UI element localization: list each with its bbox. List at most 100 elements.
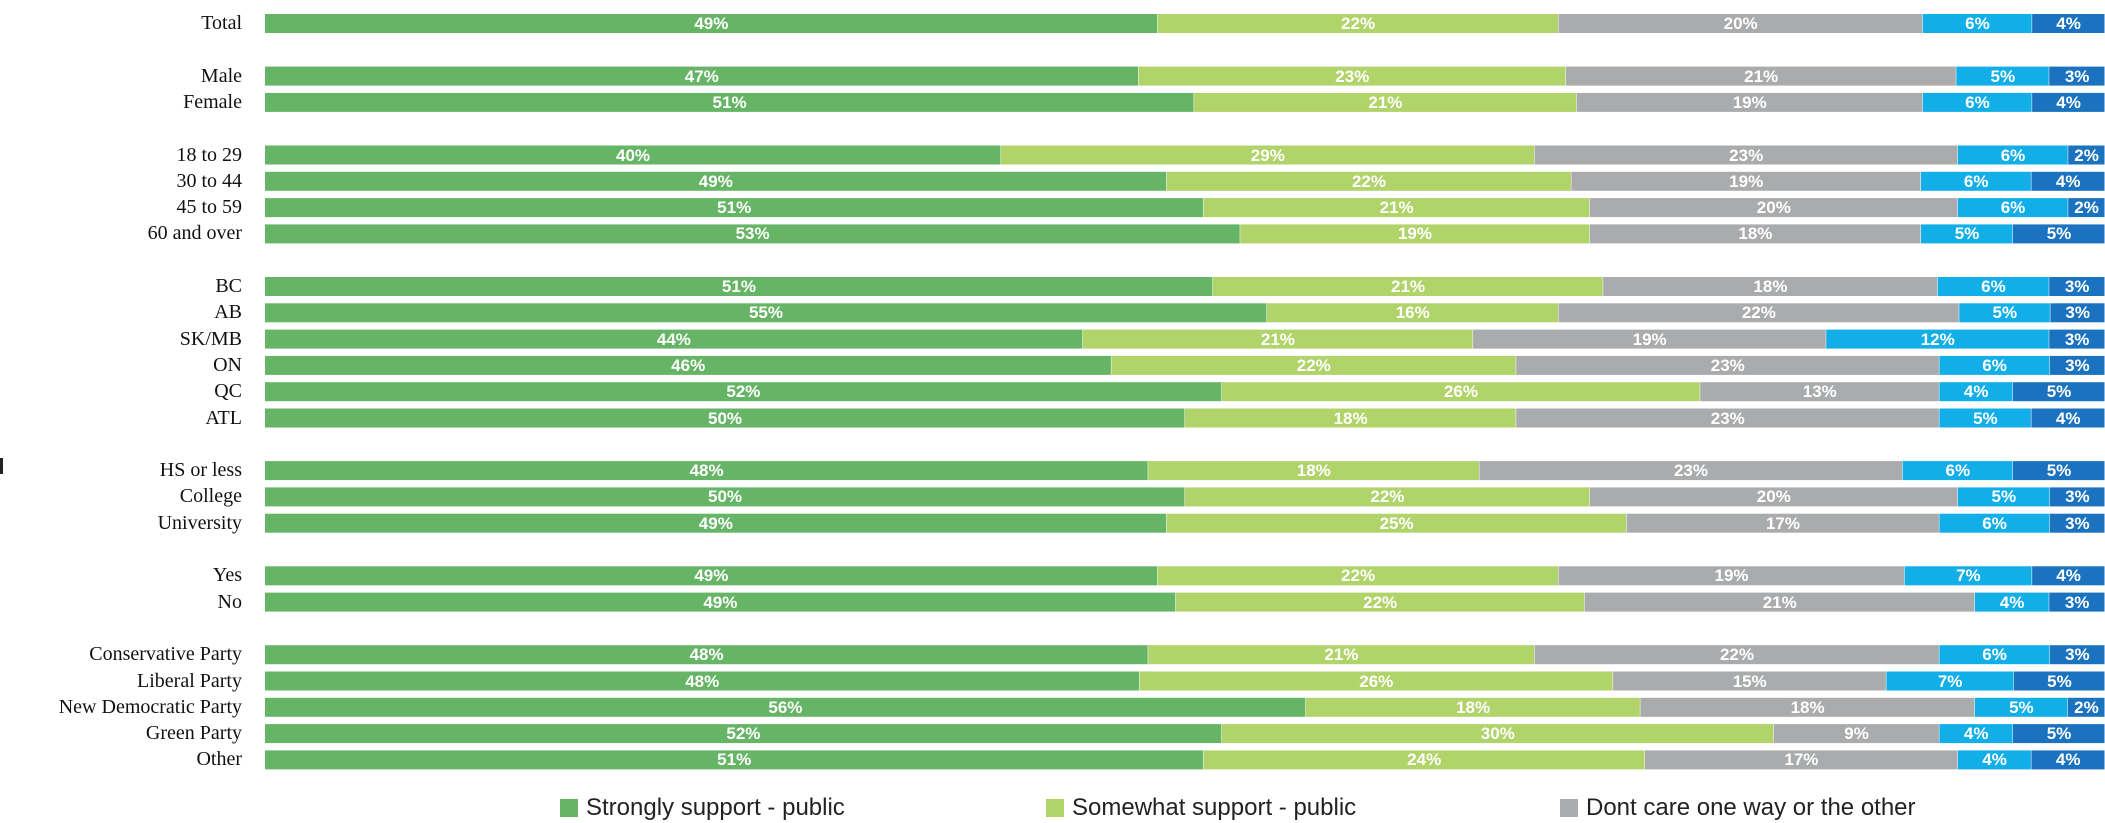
bar-segment [1175,592,1585,612]
segment-value-label: 5% [2009,697,2034,717]
bar-segment [1957,198,2068,218]
legend-item-somewhat-support: Somewhat support - public [1046,793,1356,823]
segment-value-label: 6% [1965,92,1990,112]
bar-segment [1534,645,1939,665]
segment-value-label: 21% [1379,198,1414,218]
bar-segment [1922,92,2032,112]
bar-segment [2013,224,2105,244]
category-label: Male [200,64,242,87]
segment-value-label: 7% [1937,671,1963,691]
segment-value-label: 7% [1956,566,1981,586]
segment-value-label: 9% [1844,724,1869,744]
segment-value-label: 49% [703,592,738,612]
segment-value-label: 4% [1963,382,1989,402]
bar-segment [265,408,1185,428]
bar-segment [1157,566,1558,586]
segment-value-label: 6% [1945,461,1971,481]
bar-segment [1558,566,1905,586]
segment-value-label: 49% [698,171,733,191]
bar-segment [1939,724,2013,744]
bar-segment [1584,592,1975,612]
segment-value-label: 6% [1963,171,1989,191]
bar-segment [1138,66,1566,86]
bar-segment [265,355,1111,375]
segment-value-label: 6% [1981,277,2006,296]
segment-value-label: 15% [1732,671,1767,691]
segment-value-label: 19% [1732,92,1767,112]
segment-value-label: 49% [698,513,733,533]
segment-value-label: 3% [2065,513,2090,533]
segment-value-label: 51% [721,277,756,296]
segment-value-label: 17% [1765,513,1800,533]
segment-value-label: 51% [712,92,747,112]
segment-value-label: 5% [2046,382,2072,402]
bar-segment [265,750,1203,770]
segment-value-label: 21% [1368,92,1403,112]
axis-edge-mark [0,458,3,474]
segment-value-label: 26% [1359,671,1394,691]
segment-value-label: 6% [1982,513,2007,533]
category-label: Green Party [145,722,242,745]
bar-segment [1886,671,2014,691]
bar-segment [2032,92,2105,112]
segment-value-label: 49% [694,566,729,586]
category-label: Conservative Party [89,643,242,666]
bar-segment [265,461,1148,481]
segment-value-label: 20% [1723,14,1758,33]
category-label: Other [196,748,242,771]
bar-segment [1148,645,1535,665]
category-label: New Democratic Party [58,695,242,718]
bar-segment [1203,750,1645,770]
bar-segment [1185,408,1516,428]
bar-segment [1185,487,1590,507]
segment-value-label: 4% [1963,724,1989,744]
category-label: Liberal Party [137,669,242,692]
segment-value-label: 22% [1341,14,1376,33]
bar-segment [2031,408,2105,428]
segment-value-label: 22% [1370,487,1405,507]
bar-segment [265,329,1083,349]
bar-segment [1534,145,1958,165]
segment-value-label: 3% [2064,66,2090,86]
bar-segment [1937,277,2049,296]
segment-value-label: 21% [1260,329,1295,349]
segment-value-label: 55% [748,303,783,323]
bar-segment [1203,198,1590,218]
segment-value-label: 24% [1407,750,1442,770]
segment-value-label: 3% [2064,329,2090,349]
segment-value-label: 22% [1741,303,1776,323]
bar-segment [1576,92,1923,112]
bar-segment [2031,171,2105,191]
bar-segment [265,303,1267,323]
bar-segment [1939,645,2050,665]
bar-segment [265,697,1306,717]
segment-value-label: 20% [1756,198,1791,218]
bar-segment [1589,224,1921,244]
bar-segment [1959,303,2050,323]
bar-segment [2067,697,2105,717]
segment-value-label: 23% [1335,66,1370,86]
bar-segment [1902,461,2013,481]
bar-segment [1613,671,1886,691]
bar-segment [1194,92,1577,112]
segment-value-label: 4% [2056,92,2081,112]
segment-value-label: 5% [2046,224,2072,244]
bar-segment [265,513,1167,533]
segment-value-label: 29% [1250,145,1285,165]
segment-value-label: 5% [1973,408,1998,428]
bar-segment [1939,408,2031,428]
legend-item-dont-care: Dont care one way or the other [1560,793,1916,823]
bar-segment [1166,513,1627,533]
bar-segment [1558,14,1923,33]
segment-value-label: 4% [1982,750,2007,770]
legend-label: Somewhat support - public [1072,794,1357,821]
legend-swatch [1046,799,1064,817]
category-label: ON [213,353,242,376]
legend-item-strongly-support: Strongly support - public [560,793,845,823]
segment-value-label: 23% [1710,355,1745,375]
segment-value-label: 46% [671,355,706,375]
segment-value-label: 44% [656,329,691,349]
bar-segment [1266,303,1558,323]
bar-segment [1305,697,1640,717]
segment-value-label: 3% [2064,277,2090,296]
